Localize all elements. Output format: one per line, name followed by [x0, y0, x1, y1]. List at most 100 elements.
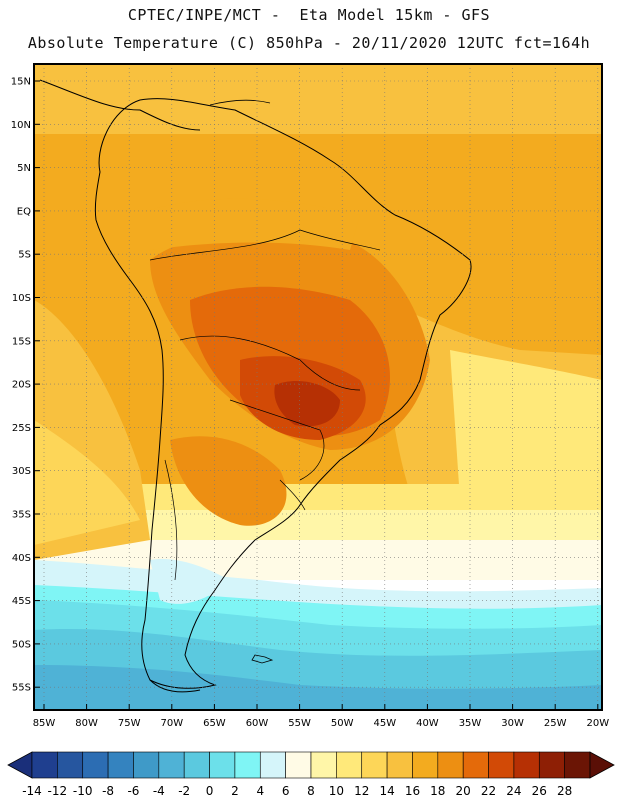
- colorbar-swatch: [538, 751, 565, 779]
- colorbar-label: 28: [557, 784, 572, 798]
- colorbar-high-arrow: [589, 751, 615, 779]
- patagonia-cool: [150, 559, 230, 604]
- colorbar-label: -10: [73, 784, 93, 798]
- continent-24: [274, 380, 340, 427]
- lat-tick-label: 15N: [11, 77, 31, 88]
- colorbar-label: -6: [127, 784, 139, 798]
- colorbar-label: -4: [153, 784, 165, 798]
- coastlines: [39, 79, 472, 693]
- lon-tick-label: 75W: [118, 718, 141, 729]
- border-south: [229, 399, 325, 481]
- lat-tick-label: 35S: [12, 510, 31, 521]
- longitude-labels: 85W 80W 75W 70W 65W 60W 55W 50W 45W 40W 35W 30W 25W 2…: [33, 704, 609, 729]
- colorbar-swatch: [310, 751, 337, 779]
- lon-tick-label: 50W: [331, 718, 354, 729]
- colorbar-label: 12: [354, 784, 369, 798]
- colorbar-swatch: [31, 751, 58, 779]
- border-chile-argentina: [164, 459, 178, 581]
- colorbar-swatch: [234, 751, 261, 779]
- lat-tick-label: 30S: [12, 466, 31, 477]
- north-band: [34, 64, 602, 134]
- lat-tick-label: 45S: [12, 596, 31, 607]
- south-america-coast: [94, 98, 472, 689]
- colorbar-swatch: [412, 751, 439, 779]
- caribbean-coast: [209, 99, 271, 106]
- colorbar-swatch: [57, 751, 84, 779]
- lon-tick-label: 60W: [246, 718, 269, 729]
- colorbar-swatch: [82, 751, 109, 779]
- map-title-line2: Absolute Temperature (C) 850hPa - 20/11/…: [27, 34, 591, 52]
- colorbar-label: 10: [329, 784, 344, 798]
- colorbar-label: 16: [405, 784, 420, 798]
- colorbar-swatch: [107, 751, 134, 779]
- lon-tick-label: 65W: [203, 718, 226, 729]
- lon-tick-label: 80W: [75, 718, 98, 729]
- colorbar-swatch: [209, 751, 236, 779]
- colorbar-swatch: [361, 751, 388, 779]
- border-uruguay: [279, 479, 306, 511]
- lon-tick-label: 40W: [416, 718, 439, 729]
- colorbar-label: 20: [456, 784, 471, 798]
- falkland-islands: [251, 654, 274, 664]
- colorbar-swatch: [437, 751, 464, 779]
- map-frame: [33, 63, 603, 711]
- lon-tick-label: 25W: [544, 718, 567, 729]
- lat-tick-label: 25S: [12, 423, 31, 434]
- colorbar-label: 14: [379, 784, 394, 798]
- colorbar-swatch: [158, 751, 185, 779]
- colorbar-label: 24: [506, 784, 521, 798]
- colorbar-label: 6: [282, 784, 290, 798]
- map-title-line1: CPTEC/INPE/MCT - Eta Model 15km - GFS: [127, 6, 491, 24]
- border-central: [179, 335, 361, 391]
- colorbar-swatch: [462, 751, 489, 779]
- lat-tick-label: 15S: [12, 336, 31, 347]
- atlantic-yellow: [450, 350, 602, 500]
- colorbar-label: 18: [430, 784, 445, 798]
- lon-tick-label: 55W: [288, 718, 311, 729]
- colorbar-low-arrow: [7, 751, 33, 779]
- lat-tick-label: 40S: [12, 553, 31, 564]
- lat-tick-label: 50S: [12, 639, 31, 650]
- colorbar-swatch: [133, 751, 160, 779]
- colorbar-label: 4: [256, 784, 264, 798]
- colorbar-label: -8: [102, 784, 114, 798]
- colorbar-swatch: [183, 751, 210, 779]
- colorbar-swatch: [259, 751, 286, 779]
- colorbar-swatch: [564, 751, 591, 779]
- temperature-field: [34, 64, 602, 710]
- amazon-band: [150, 198, 360, 250]
- colorbar-label: -14: [22, 784, 42, 798]
- lon-tick-label: 20W: [586, 718, 609, 729]
- graticule: [34, 64, 602, 710]
- lat-tick-label: EQ: [17, 206, 31, 217]
- lat-tick-label: 55S: [12, 683, 31, 694]
- pacific-yellow: [34, 420, 140, 545]
- central-america-coast: [39, 79, 201, 131]
- colorbar-labels: -14 -12 -10 -8 -6 -4 -2 0 2 4 6 8 10 12 14 16 18 20 22 24 26…: [22, 784, 572, 798]
- colorbar-label: 0: [206, 784, 214, 798]
- colorbar-swatch: [386, 751, 413, 779]
- border-amazon: [149, 229, 381, 261]
- colorbar-swatch: [336, 751, 363, 779]
- tierra-del-fuego: [149, 679, 201, 693]
- lon-tick-label: 45W: [373, 718, 396, 729]
- colorbar-label: 8: [307, 784, 315, 798]
- colorbar-label: -12: [48, 784, 68, 798]
- colorbar-swatch: [513, 751, 540, 779]
- colorbar-swatch: [285, 751, 312, 779]
- colorbar-label: 26: [532, 784, 547, 798]
- latitude-labels: 15N 10N 5N EQ 5S 10S 15S 20S 25S 30S 35S 40S 45S 50S 5…: [11, 77, 40, 694]
- argentina-18: [170, 436, 287, 526]
- lat-tick-label: 10S: [12, 293, 31, 304]
- colorbar: [7, 751, 615, 779]
- colorbar-label: 2: [231, 784, 239, 798]
- lat-tick-label: 10N: [11, 120, 31, 131]
- lon-tick-label: 70W: [160, 718, 183, 729]
- lon-tick-label: 35W: [459, 718, 482, 729]
- lon-tick-label: 30W: [501, 718, 524, 729]
- colorbar-label: 22: [481, 784, 496, 798]
- lon-tick-label: 85W: [33, 718, 56, 729]
- colorbar-label: -2: [178, 784, 190, 798]
- lat-tick-label: 5S: [18, 250, 31, 261]
- lat-tick-label: 20S: [12, 380, 31, 391]
